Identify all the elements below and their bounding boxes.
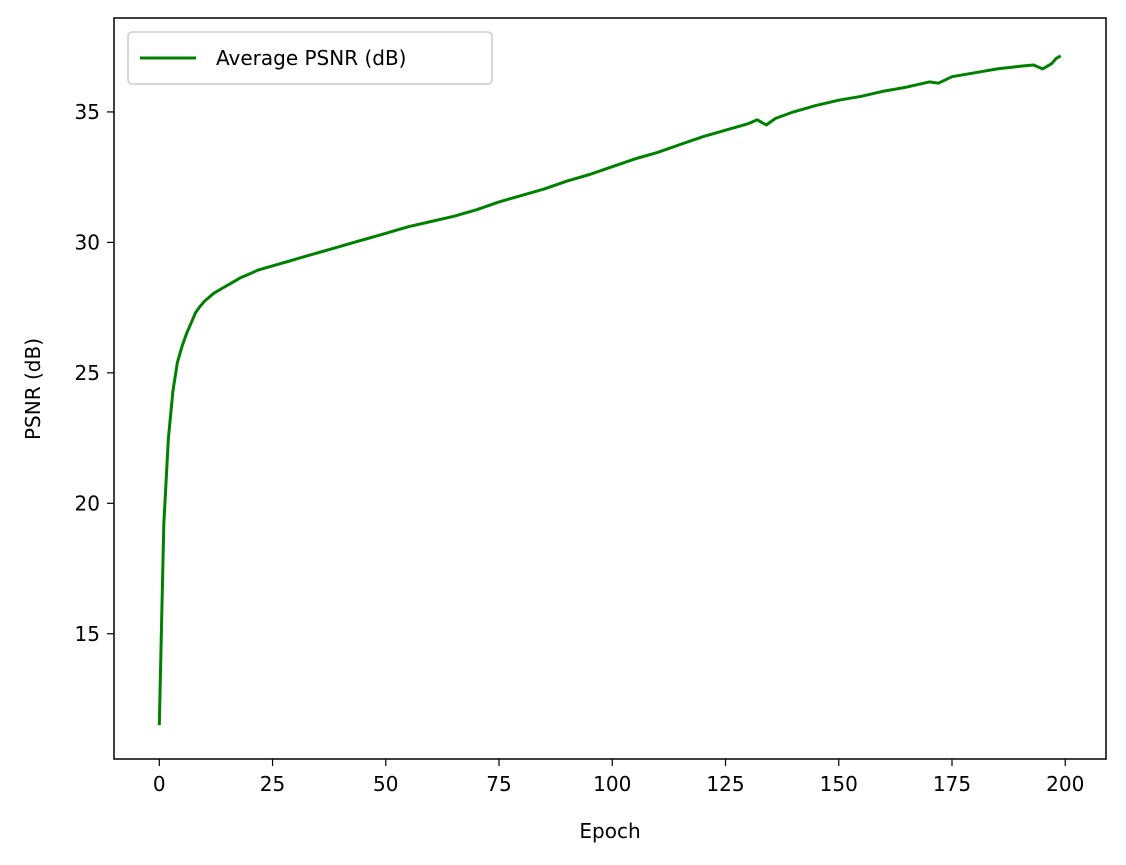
x-tick-label: 50 <box>373 772 398 796</box>
x-tick-label: 200 <box>1046 772 1084 796</box>
plot-frame <box>113 17 1107 760</box>
x-tick-label: 150 <box>820 772 858 796</box>
y-tick-label: 25 <box>75 361 100 385</box>
x-tick-label: 125 <box>706 772 744 796</box>
y-axis-label: PSNR (dB) <box>21 338 45 440</box>
legend-label: Average PSNR (dB) <box>216 46 406 70</box>
x-tick-label: 175 <box>933 772 971 796</box>
y-tick-label: 15 <box>75 622 100 646</box>
y-tick-label: 30 <box>75 230 100 254</box>
x-tick-label: 25 <box>260 772 285 796</box>
y-axis: 15 20 25 30 35 <box>75 100 114 646</box>
x-tick-label: 100 <box>593 772 631 796</box>
legend-box <box>127 31 493 85</box>
x-tick-label: 0 <box>153 772 166 796</box>
y-tick-label: 35 <box>75 100 100 124</box>
x-axis: 0 25 50 75 100 125 150 175 200 <box>153 759 1084 796</box>
x-tick-label: 75 <box>486 772 511 796</box>
series-line-average-psnr <box>157 54 1062 726</box>
x-axis-label: Epoch <box>579 819 640 843</box>
y-tick-label: 20 <box>75 491 100 515</box>
legend: Average PSNR (dB) <box>127 31 493 85</box>
series-layer <box>157 54 1062 726</box>
